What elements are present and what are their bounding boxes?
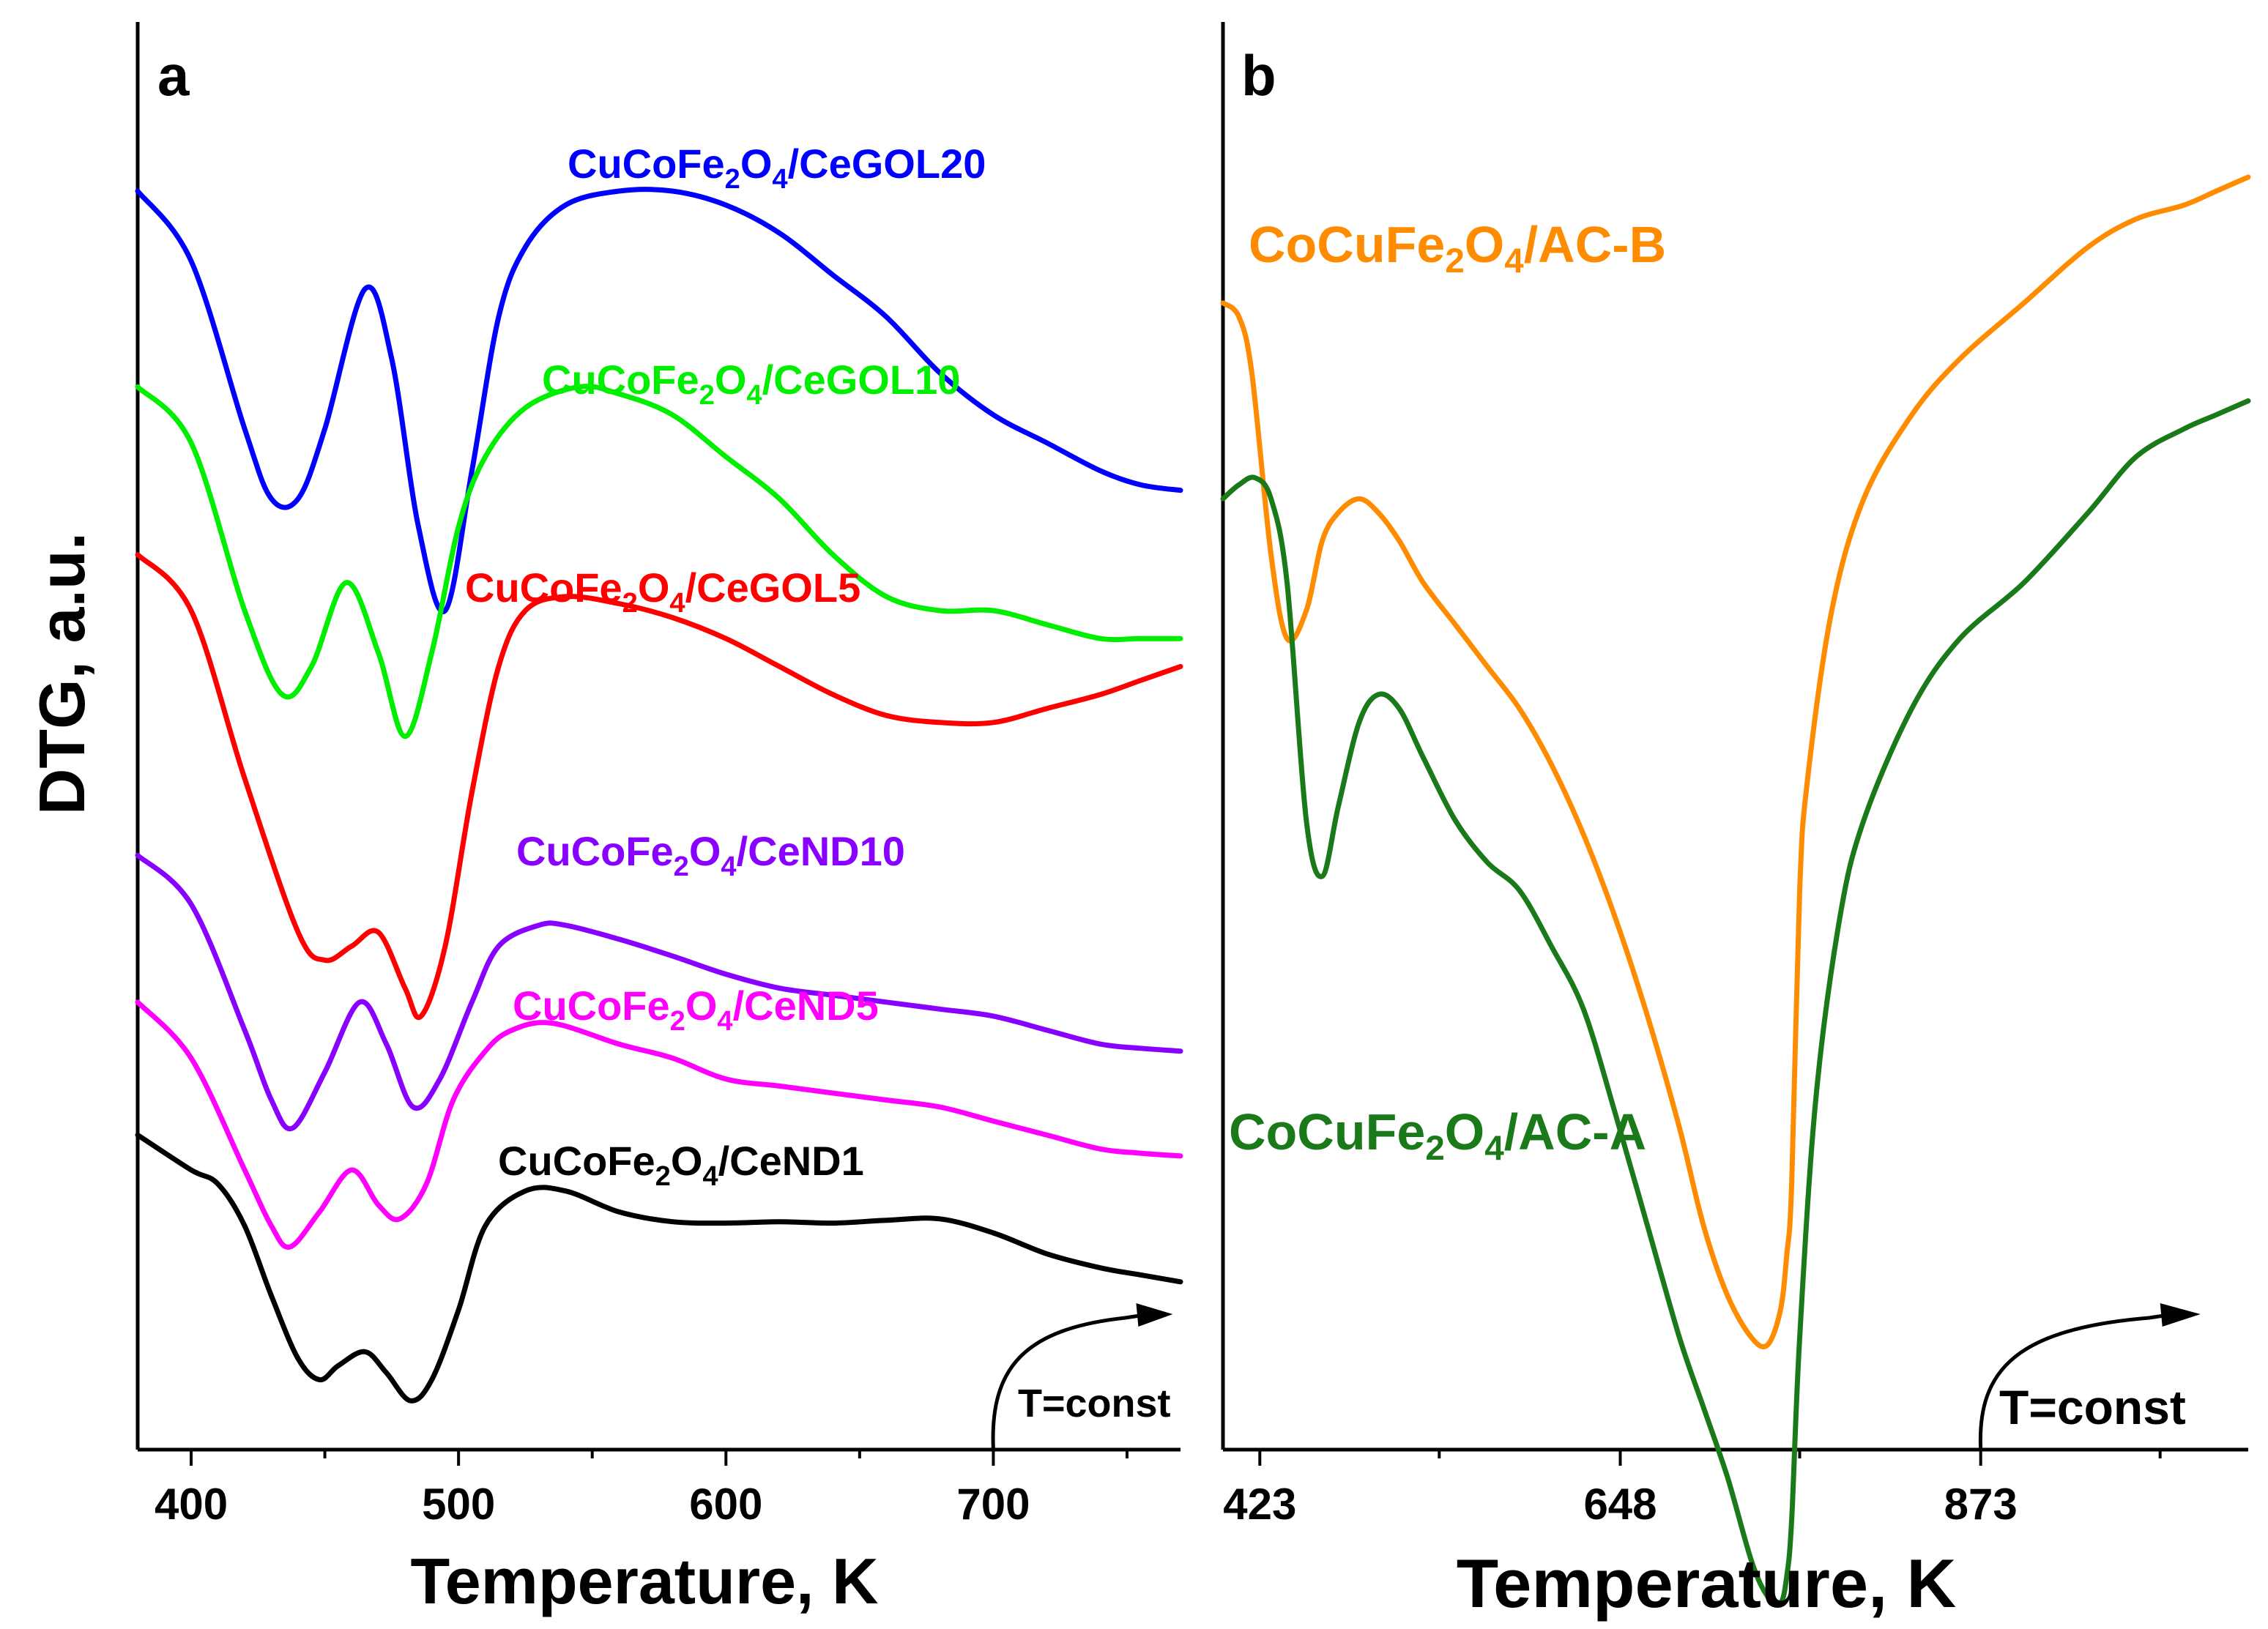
panel-a-arrowhead [1136, 1303, 1173, 1327]
panel-b-letter: b [1241, 43, 1276, 108]
series-label: CuCoFe2O4/CeGOL10 [542, 357, 960, 411]
x-tick-label: 873 [1944, 1480, 2018, 1529]
series-label: CuCoFe2O4/CeND5 [513, 983, 879, 1037]
series-line [1220, 174, 2251, 1350]
x-tick-label: 423 [1223, 1480, 1296, 1529]
x-tick-label: 648 [1583, 1480, 1657, 1529]
series-label: CuCoFe2O4/CeND10 [516, 828, 905, 882]
series-label: CuCoFe2O4/CeND1 [498, 1138, 864, 1192]
panel-b-curves [1220, 174, 2251, 1608]
panel-a-series-labels: CuCoFe2O4/CeGOL20 CuCoFe2O4/CeGOL10 CuCoFe… [465, 141, 986, 1192]
series-line [135, 552, 1183, 1021]
panel-b-chart: b 423 648 873 CoCuFe2O4/AC-B CoCuFe2O4/AC-A… [1220, 22, 2251, 1622]
panel-b-annotation: T=const [1999, 1380, 2186, 1434]
x-tick-label: 700 [956, 1480, 1030, 1529]
panel-b-arrowhead [2160, 1303, 2201, 1327]
y-axis-label: DTG, a.u. [26, 532, 98, 815]
panel-b-const-arrow: T=const [1978, 1303, 2201, 1450]
panel-a-curves [135, 187, 1183, 1404]
series-line [135, 999, 1183, 1250]
series-line [135, 852, 1183, 1132]
series-line [135, 384, 1183, 739]
panel-a-letter: a [157, 43, 190, 108]
panel-a-chart: a 400 500 600 700 CuCoFe2O4/CeGOL20CuCoFe2O… [135, 22, 1183, 1617]
panel-a-x-axis-label: Temperature, K [411, 1545, 879, 1617]
series-line [135, 1132, 1183, 1404]
panel-a-x-ticks: 400 500 600 700 [155, 1450, 1129, 1529]
series-line [1220, 398, 2251, 1608]
series-line [135, 187, 1183, 615]
series-label: CuCoFe2O4/CeGOL5 [465, 564, 860, 619]
panel-b-x-axis-label: Temperature, K [1457, 1545, 1957, 1622]
series-label: CuCoFe2O4/CeGOL20 [568, 141, 986, 195]
x-tick-label: 600 [689, 1480, 762, 1529]
panel-a-annotation: T=const [1018, 1382, 1171, 1425]
x-tick-label: 400 [155, 1480, 228, 1529]
series-label: CoCuFe2O4/AC-A [1229, 1103, 1646, 1168]
panel-b-series-labels: CoCuFe2O4/AC-B CoCuFe2O4/AC-A [1229, 216, 1666, 1168]
x-tick-label: 500 [422, 1480, 495, 1529]
panel-b-x-ticks: 423 648 873 [1223, 1450, 2162, 1529]
panel-a-const-arrow: T=const [991, 1303, 1173, 1450]
series-label: CoCuFe2O4/AC-B [1249, 216, 1666, 280]
